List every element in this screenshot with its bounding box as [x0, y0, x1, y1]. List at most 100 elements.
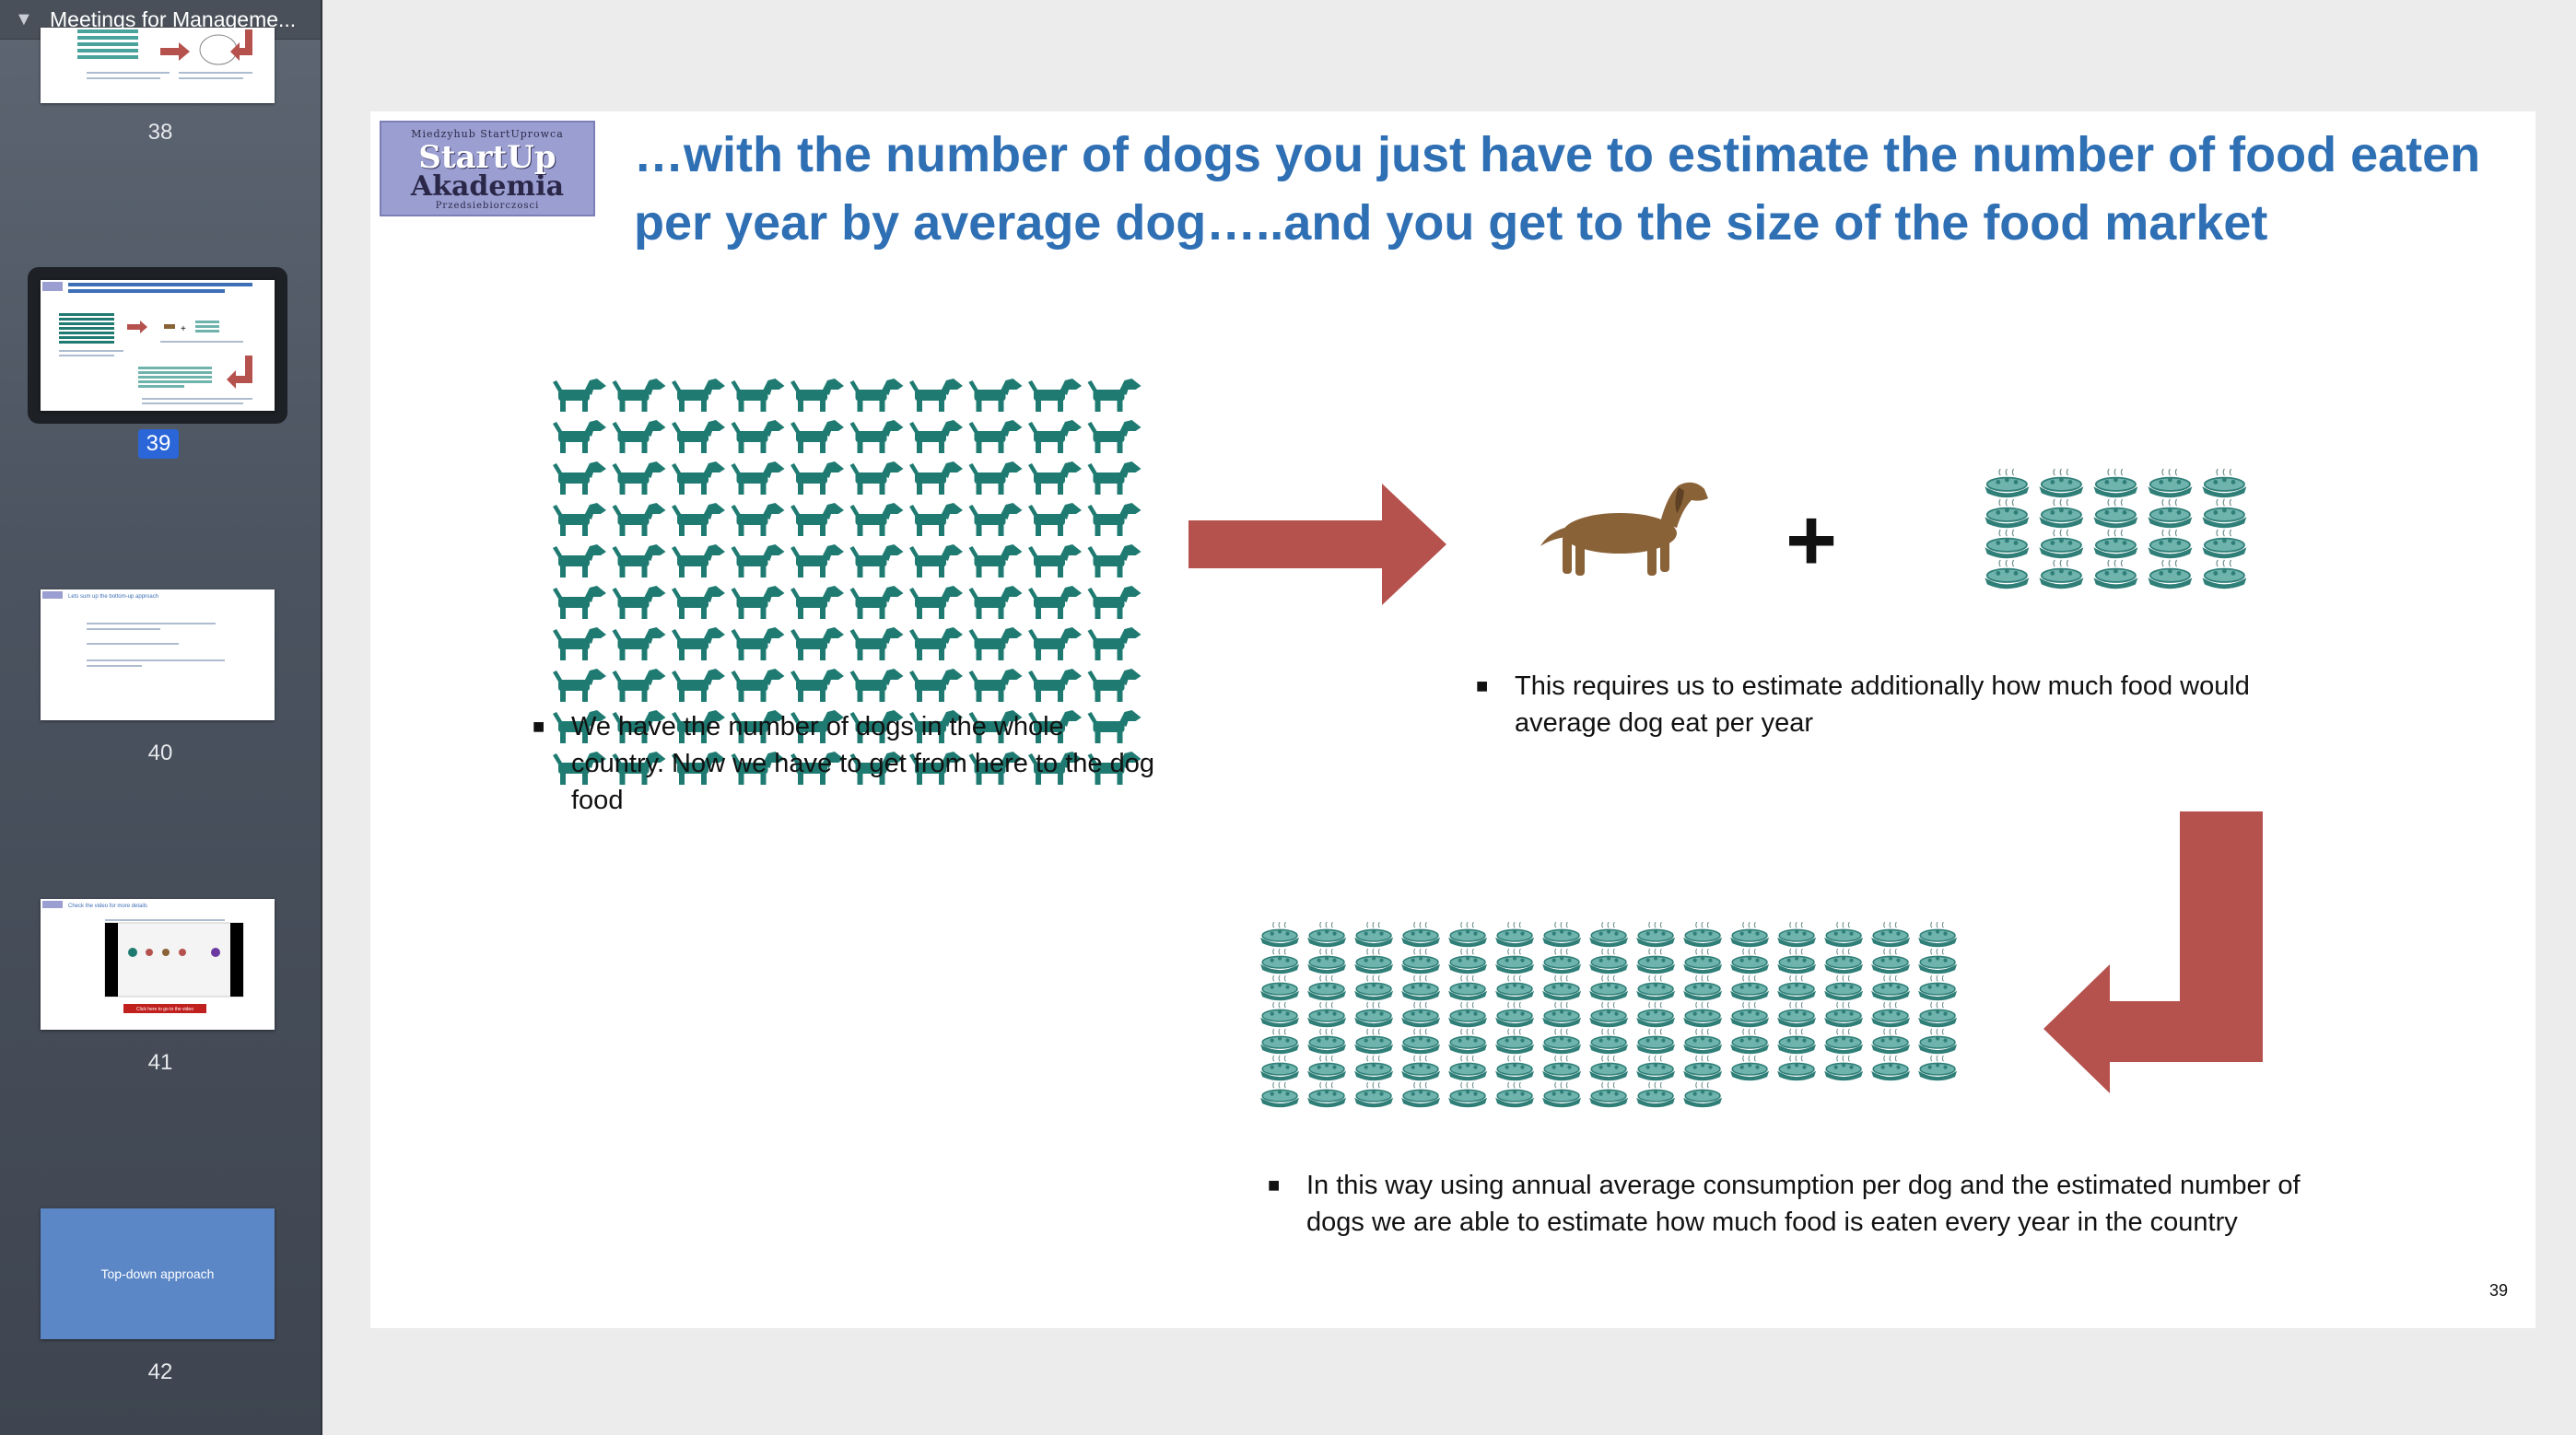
dog-icon	[612, 669, 666, 702]
food-bowl-icon	[1636, 1028, 1676, 1055]
dog-icon	[612, 379, 666, 412]
dog-icon	[909, 420, 963, 453]
food-bowl-icon	[1589, 1001, 1629, 1028]
dog-icon	[968, 752, 1023, 785]
dog-icon	[909, 627, 963, 660]
dog-icon	[1087, 752, 1142, 785]
food-bowl-icon	[1495, 1055, 1535, 1081]
food-bowl-icon	[1730, 1055, 1770, 1081]
dog-icon	[1087, 503, 1142, 536]
dog-icon	[672, 627, 725, 660]
dog-icon	[1028, 544, 1082, 578]
food-bowl-icon	[1260, 1001, 1300, 1028]
dog-icon	[1028, 461, 1082, 495]
food-bowl-icon	[1683, 1055, 1723, 1081]
dog-icon	[612, 586, 666, 619]
food-bowl-icon	[1495, 922, 1535, 948]
food-bowl-icon	[1354, 1055, 1394, 1081]
bullet-food-estimate: ■ This requires us to estimate additiona…	[1476, 668, 2344, 741]
food-bowl-icon	[1589, 948, 1629, 974]
food-bowl-icon	[1683, 974, 1723, 1001]
dog-icon	[909, 586, 963, 619]
food-bowl-icon	[1354, 1001, 1394, 1028]
dog-grid	[553, 379, 1142, 785]
food-bowl-icon	[1871, 974, 1911, 1001]
dog-icon	[790, 669, 844, 702]
food-bowl-icon	[1307, 948, 1347, 974]
food-bowl-icon	[1918, 1028, 1958, 1055]
food-bowl-icon	[1307, 922, 1347, 948]
dachshund-icon	[1540, 482, 1708, 576]
food-bowl-icon	[1260, 1081, 1300, 1108]
dog-icon	[849, 420, 904, 453]
food-bowl-icon	[1985, 469, 2030, 498]
dog-icon	[909, 710, 963, 743]
slide-thumbnail-42[interactable]: Top-down approach	[41, 1208, 275, 1339]
food-bowl-icon	[1448, 1055, 1488, 1081]
food-bowl-icon	[1824, 948, 1864, 974]
dog-icon	[849, 544, 904, 578]
food-bowl-icon	[1542, 1081, 1582, 1108]
food-bowl-icon	[1589, 1081, 1629, 1108]
food-bowl-icon	[2148, 529, 2193, 559]
slide-thumbnail-41[interactable]: Check the video for more details Click h…	[41, 899, 275, 1030]
food-bowl-icon	[1260, 922, 1300, 948]
dog-icon	[731, 752, 785, 785]
food-bowl-icon	[1448, 1081, 1488, 1108]
dog-icon	[1028, 752, 1082, 785]
food-bowl-icon	[1777, 922, 1817, 948]
food-bowl-icon	[2202, 559, 2247, 589]
logo-line-4: Przedsiebiorczosci	[435, 201, 540, 211]
logo-line-3: Akademia	[410, 170, 565, 203]
dog-icon	[1028, 669, 1082, 702]
food-bowl-icon	[1495, 1001, 1535, 1028]
dog-icon	[672, 544, 725, 578]
food-bowl-icon	[1918, 1001, 1958, 1028]
food-bowl-icon	[1777, 1001, 1817, 1028]
food-bowl-icon	[1448, 922, 1488, 948]
bullet-marker: ■	[533, 715, 545, 738]
slide-number-38: 38	[147, 120, 173, 145]
slide-thumbnail-39[interactable]: +	[41, 280, 275, 411]
dog-icon	[1028, 503, 1082, 536]
food-bowl-icon	[1824, 922, 1864, 948]
food-bowl-icon	[2039, 559, 2084, 589]
dog-icon	[731, 586, 785, 619]
food-bowl-icon	[1824, 974, 1864, 1001]
dog-icon	[909, 379, 963, 412]
slide-thumbnail-38[interactable]	[41, 28, 275, 103]
food-bowl-icon	[1636, 974, 1676, 1001]
dog-icon	[612, 627, 666, 660]
food-bowl-icon	[1683, 948, 1723, 974]
dog-icon	[731, 627, 785, 660]
dog-icon	[909, 752, 963, 785]
food-bowl-icon	[1985, 559, 2030, 589]
food-bowl-icon	[2039, 529, 2084, 559]
food-bowl-icon	[1260, 1055, 1300, 1081]
dog-icon	[553, 544, 606, 578]
food-bowl-icon	[1683, 1001, 1723, 1028]
collapse-triangle-icon[interactable]: ▼	[15, 8, 33, 29]
food-bowl-icon	[1401, 1028, 1441, 1055]
dog-icon	[849, 752, 904, 785]
slide-thumbnail-40[interactable]: Lets sum up the bottom-up approach	[41, 589, 275, 720]
food-bowl-icon	[1636, 948, 1676, 974]
dog-icon	[731, 544, 785, 578]
food-bowl-icon	[1871, 1001, 1911, 1028]
food-bowl-icon	[1730, 1001, 1770, 1028]
slide-number-39: 39	[138, 429, 179, 459]
dog-icon	[1087, 586, 1142, 619]
startup-akademia-logo: Miedzyhub StartUprowca StartUp Akademia …	[380, 121, 595, 216]
food-bowl-icon	[1307, 974, 1347, 1001]
bullet-marker: ■	[1268, 1173, 1281, 1196]
thumbnail-42-label: Top-down approach	[100, 1266, 215, 1281]
food-bowl-icon	[1307, 1001, 1347, 1028]
food-bowl-icon	[1871, 1055, 1911, 1081]
thumbnail-38-content	[77, 29, 252, 79]
dog-icon	[731, 379, 785, 412]
dog-icon	[968, 503, 1023, 536]
food-bowl-icon	[1777, 1028, 1817, 1055]
food-bowl-icon	[1636, 1001, 1676, 1028]
dog-icon	[553, 586, 606, 619]
dog-icon	[1028, 586, 1082, 619]
